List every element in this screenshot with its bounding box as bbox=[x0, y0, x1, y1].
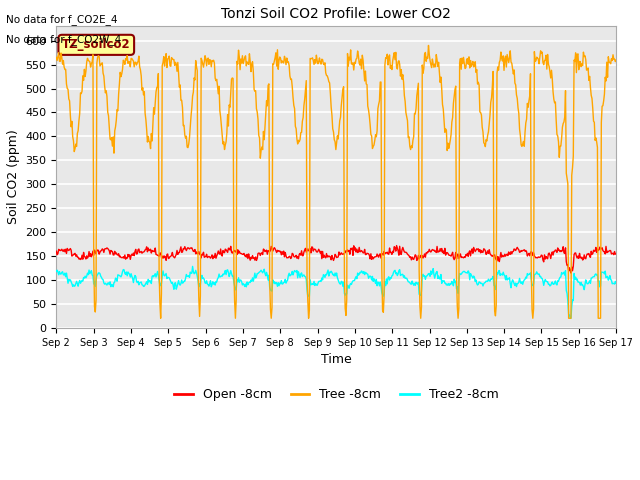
Y-axis label: Soil CO2 (ppm): Soil CO2 (ppm) bbox=[7, 130, 20, 225]
Text: TZ_soilco2: TZ_soilco2 bbox=[62, 38, 131, 51]
Text: No data for f_CO2E_4: No data for f_CO2E_4 bbox=[6, 14, 118, 25]
Title: Tonzi Soil CO2 Profile: Lower CO2: Tonzi Soil CO2 Profile: Lower CO2 bbox=[221, 7, 451, 21]
X-axis label: Time: Time bbox=[321, 353, 351, 366]
Text: No data for f_CO2W_4: No data for f_CO2W_4 bbox=[6, 34, 122, 45]
Legend: Open -8cm, Tree -8cm, Tree2 -8cm: Open -8cm, Tree -8cm, Tree2 -8cm bbox=[169, 383, 504, 406]
